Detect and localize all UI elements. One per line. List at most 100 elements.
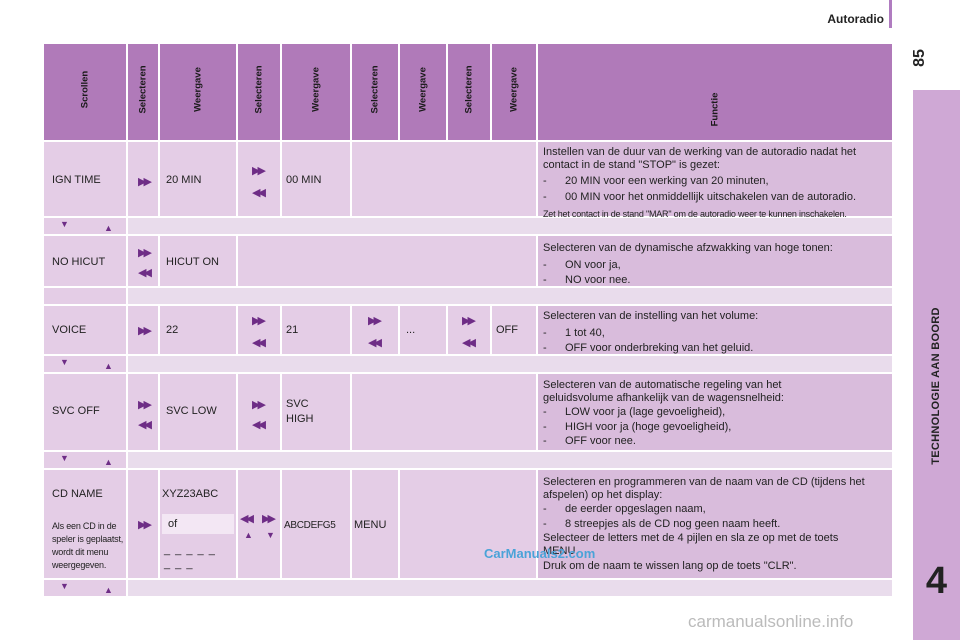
- arrow-up-icon: ▲: [244, 530, 253, 540]
- ign-v1-cell: 20 MIN: [160, 142, 236, 216]
- ign-item-1: 20 MIN voor een werking van 20 minuten,: [565, 175, 769, 187]
- row-separator: [128, 356, 892, 372]
- ign-name: IGN TIME: [52, 174, 101, 186]
- dash: -: [543, 420, 547, 433]
- fast-forward-icon: ▶▶: [138, 519, 152, 531]
- cd-desc-intro: Selecteren en programmeren van de naam v…: [543, 476, 865, 501]
- svc-v2-cell: SVC HIGH: [282, 374, 350, 450]
- voice-item-1: 1 tot 40,: [565, 326, 605, 339]
- svc-name: SVC OFF: [52, 405, 100, 417]
- voice-desc-intro: Selecteren van de instelling van het vol…: [543, 310, 759, 322]
- rewind-icon: ◀◀: [252, 337, 266, 349]
- chapter-label: TECHNOLOGIE AAN BOORD: [930, 307, 942, 465]
- fast-forward-icon: ▶▶: [138, 247, 152, 259]
- voice-v3: ...: [406, 324, 416, 336]
- rewind-icon: ◀◀: [462, 337, 476, 349]
- svc-select-1: ▶▶ ◀◀: [128, 374, 158, 450]
- arrow-down-icon: ▼: [60, 453, 69, 463]
- svc-item-1: LOW voor ja (lage gevoeligheid),: [565, 406, 726, 418]
- ign-name-cell: IGN TIME: [44, 142, 126, 216]
- header-weergave-3: Weergave: [400, 44, 446, 140]
- cd-note-line: weergegeven.: [52, 560, 107, 570]
- fast-forward-icon: ▶▶: [138, 399, 152, 411]
- ign-note: Zet het contact in de stand "MAR" om de …: [543, 209, 847, 219]
- arrow-up-icon: ▲: [104, 223, 113, 233]
- row-separator: [128, 288, 892, 304]
- dash: -: [543, 258, 547, 271]
- header-scrollen: Scrollen: [44, 44, 126, 140]
- dash: -: [543, 517, 547, 530]
- header-selecteren-3: Selecteren: [352, 44, 398, 140]
- voice-v4: OFF: [496, 324, 518, 336]
- voice-v2-cell: 21: [282, 306, 350, 354]
- hicut-desc: Selecteren van de dynamische afzwakking …: [543, 242, 888, 287]
- ign-select-1: ▶▶: [128, 142, 158, 216]
- rewind-icon: ◀◀: [138, 419, 152, 431]
- fast-forward-icon: ▶▶: [138, 176, 152, 188]
- cd-dashes-1: _ _ _ _ _: [164, 544, 216, 556]
- dash: -: [543, 342, 547, 354]
- scroll-cell: ▼ ▲: [44, 580, 126, 596]
- voice-v2: 21: [286, 324, 299, 336]
- scroll-cell: ▼ ▲: [44, 452, 126, 468]
- chapter-label-wrap: TECHNOLOGIE AAN BOORD: [896, 290, 960, 490]
- ign-empty: [352, 142, 536, 216]
- voice-name: VOICE: [52, 324, 87, 336]
- ign-item-2: 00 MIN voor het onmiddellijk uitschakele…: [565, 190, 857, 203]
- cd-v2-cell: ABCDEFG5: [282, 470, 350, 578]
- cd-select-2: ◀◀ ▶▶ ▲ ▼: [238, 470, 280, 578]
- watermark-footer: carmanualsonline.info: [688, 612, 854, 631]
- voice-v1: 22: [166, 324, 179, 336]
- hicut-item-1: ON voor ja,: [565, 258, 621, 271]
- cd-select-1: ▶▶: [128, 470, 158, 578]
- voice-select-2: ▶▶ ◀◀: [238, 306, 280, 354]
- cd-note: Als een CD in de speler is geplaatst, wo…: [52, 520, 124, 572]
- section-title: Autoradio: [827, 12, 884, 26]
- voice-v4-cell: OFF: [492, 306, 536, 354]
- ign-select-2: ▶▶ ◀◀: [238, 142, 280, 216]
- fast-forward-icon: ▶▶: [252, 165, 266, 177]
- svc-v1-cell: SVC LOW: [160, 374, 236, 450]
- svc-v2: SVC HIGH: [286, 398, 314, 426]
- cd-note-line: Als een CD in de: [52, 521, 117, 531]
- voice-v1-cell: 22: [160, 306, 236, 354]
- ign-desc-intro: Instellen van de duur van de werking van…: [543, 146, 857, 171]
- svc-item-3: OFF voor nee.: [565, 435, 636, 447]
- voice-desc-cell: Selecteren van de instelling van het vol…: [538, 306, 892, 354]
- svc-v2-line1: SVC: [286, 398, 309, 410]
- svc-desc-cell: Selecteren van de automatische regeling …: [538, 374, 892, 450]
- cd-or: of: [168, 518, 178, 530]
- voice-name-cell: VOICE: [44, 306, 126, 354]
- ign-desc-cell: Instellen van de duur van de werking van…: [538, 142, 892, 219]
- svc-empty: [352, 374, 536, 450]
- rewind-icon: ◀◀: [252, 419, 266, 431]
- voice-select-1: ▶▶: [128, 306, 158, 354]
- cd-v2: ABCDEFG5: [284, 520, 336, 531]
- hicut-name-cell: NO HICUT: [44, 236, 126, 286]
- hicut-select: ▶▶ ◀◀: [128, 236, 158, 286]
- dash: -: [543, 326, 547, 339]
- ign-v1: 20 MIN: [166, 174, 202, 186]
- cd-empty: [400, 470, 536, 578]
- page-number: 85: [911, 49, 928, 67]
- header-selecteren-1: Selecteren: [128, 44, 158, 140]
- arrow-down-icon: ▼: [60, 357, 69, 367]
- svc-item-2: HIGH voor ja (hoge gevoeligheid),: [565, 420, 732, 433]
- dash: -: [543, 274, 547, 286]
- arrow-down-icon: ▼: [266, 530, 275, 540]
- cd-item-2: 8 streepjes als de CD nog geen naam heef…: [565, 517, 781, 530]
- header-weergave-1: Weergave: [160, 44, 236, 140]
- svc-desc-intro: Selecteren van de automatische regeling …: [543, 379, 784, 404]
- scroll-cell: ▼ ▲: [44, 356, 126, 372]
- header-weergave-2: Weergave: [282, 44, 350, 140]
- cd-v3-cell: MENU: [352, 470, 398, 578]
- voice-desc: Selecteren van de instelling van het vol…: [543, 310, 888, 355]
- header-functie: Functie: [538, 44, 892, 140]
- hicut-v1-cell: HICUT ON: [160, 236, 236, 286]
- voice-v3-cell: ...: [400, 306, 446, 354]
- dash: -: [543, 435, 547, 447]
- dash: -: [543, 175, 547, 187]
- fast-forward-icon: ▶▶: [252, 315, 266, 327]
- hicut-desc-intro: Selecteren van de dynamische afzwakking …: [543, 242, 833, 254]
- fast-forward-icon: ▶▶: [262, 513, 276, 525]
